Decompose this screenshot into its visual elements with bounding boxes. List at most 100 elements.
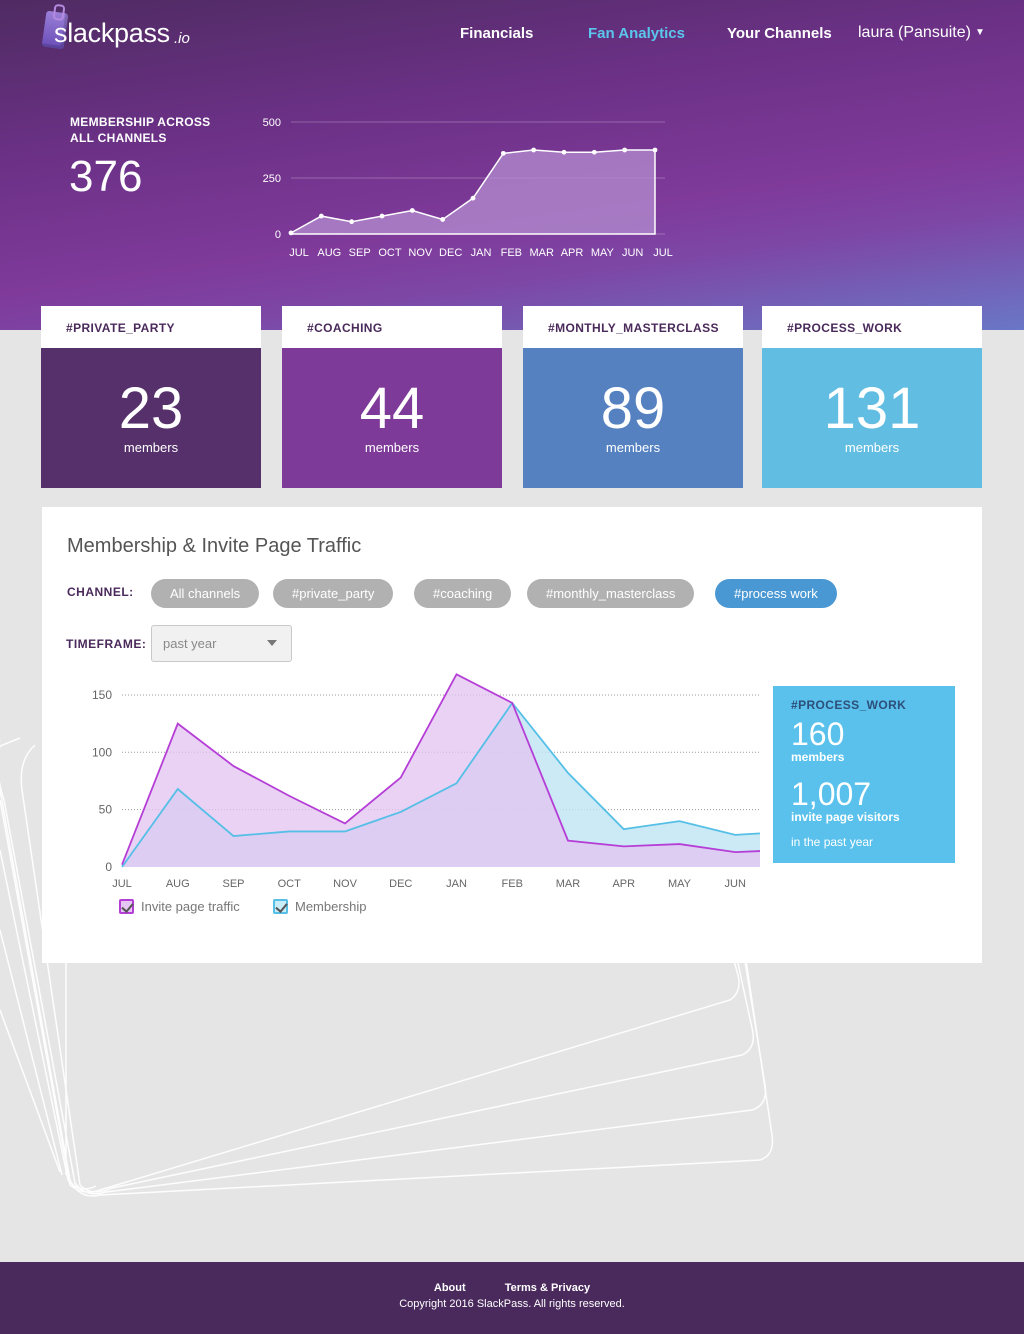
x-tick-label: SEP [349,247,371,259]
x-tick-label: JUN [622,247,643,259]
legend-membership[interactable]: Membership [273,899,367,914]
stats-visitors-count: 1,007 [791,776,872,812]
data-point [470,195,476,201]
channel-member-unit: members [364,440,420,455]
data-point [349,219,355,225]
legend-label: Invite page traffic [141,899,240,914]
y-tick-label: 150 [92,688,112,702]
channel-member-unit: members [123,440,179,455]
x-tick-label: JAN [446,878,467,890]
channel-card-body: 23 members [41,348,261,488]
data-point [379,213,385,219]
x-tick-label: MAY [591,247,615,259]
x-tick-label: APR [612,878,635,890]
data-point [652,147,658,153]
filter-private-party[interactable]: #private_party [273,579,394,608]
x-tick-label: APR [561,247,584,259]
footer: About Terms & Privacy Copyright 2016 Sla… [0,1262,1024,1334]
legend-label: Membership [295,899,367,914]
timeframe-filter-label: TIMEFRAME: [66,637,147,651]
checkbox-icon [119,899,134,914]
channel-card-monthly-masterclass[interactable]: #MONTHLY_MASTERCLASS 89 members [523,306,743,488]
y-tick-label: 500 [263,117,281,129]
x-tick-label: SEP [222,878,244,890]
channel-member-unit: members [844,440,900,455]
channel-member-count: 131 [823,376,921,441]
x-tick-label: DEC [389,878,412,890]
series-area [122,674,760,867]
panel-title: Membership & Invite Page Traffic [67,535,362,557]
traffic-chart: 0 50 100 150 JUL AUG SEP OCT NOV DEC JAN FEB MAR APR M… [92,673,760,890]
nav-financials[interactable]: Financials [460,25,534,42]
channel-member-unit: members [605,440,661,455]
checkbox-icon [273,899,288,914]
x-tick-label: JUL [112,878,132,890]
x-tick-label: FEB [501,247,522,259]
y-tick-label: 250 [263,173,281,185]
summary-label: MEMBERSHIP ACROSS ALL CHANNELS [70,115,211,145]
channel-stats-box: #PROCESS_WORK 160 members 1,007 invite p… [773,686,955,863]
filter-process-work[interactable]: #process work [715,579,837,608]
legend-invite-traffic[interactable]: Invite page traffic [119,899,240,914]
chevron-down-icon [267,640,277,646]
user-menu[interactable]: laura (Pansuite) ▼ [858,24,985,42]
x-tick-label: NOV [408,247,433,259]
channel-member-count: 89 [600,376,666,441]
x-tick-label: JUL [289,247,309,259]
series-area [122,702,760,867]
x-tick-label: DEC [439,247,462,259]
data-point [561,149,567,155]
nav-fan-analytics[interactable]: Fan Analytics [588,25,685,42]
x-tick-label: NOV [333,878,358,890]
data-point [288,230,294,236]
summary-value: 376 [69,152,143,201]
nav-your-channels[interactable]: Your Channels [727,25,832,42]
stats-members-count: 160 [791,716,845,752]
stats-visitors-label: invite page visitors [791,810,900,824]
y-tick-label: 0 [275,229,281,241]
x-tick-label: OCT [378,247,402,259]
y-tick-label: 0 [105,860,112,874]
channel-card-private-party[interactable]: #PRIVATE_PARTY 23 members [41,306,261,488]
traffic-panel: Membership & Invite Page Traffic CHANNEL… [42,507,982,963]
x-tick-label: MAR [529,247,554,259]
data-point [591,149,597,155]
data-point [440,217,446,222]
slackpass-logo[interactable]: slackpass .io [41,4,212,50]
channel-member-count: 44 [359,376,425,441]
timeframe-select[interactable]: past year [151,625,292,662]
chevron-down-icon: ▼ [974,27,985,38]
x-tick-label: AUG [166,878,190,890]
series-area [290,149,656,235]
channel-card-title: #MONTHLY_MASTERCLASS [548,321,719,335]
brand-tld: .io [174,30,190,47]
y-tick-label: 100 [92,745,112,759]
membership-overview-chart: 0 250 500 JUL AUG SEP OCT NOV DEC JAN FEB MAR APR MAY… [263,117,673,259]
channel-card-process-work[interactable]: #PROCESS_WORK 131 members [762,306,982,488]
stats-title: #PROCESS_WORK [791,698,907,712]
x-tick-label: JUL [653,247,673,259]
footer-link-terms[interactable]: Terms & Privacy [504,1282,591,1294]
data-point [409,208,415,213]
channel-card-title: #COACHING [307,321,383,335]
channel-card-body: 44 members [282,348,502,488]
series-line [121,701,760,868]
footer-copyright: Copyright 2016 SlackPass. All rights res… [399,1298,625,1310]
stats-members-label: members [791,750,845,764]
channel-card-title: #PROCESS_WORK [787,321,903,335]
filter-monthly-masterclass[interactable]: #monthly_masterclass [527,579,695,608]
filter-coaching[interactable]: #coaching [414,579,512,608]
series-line [121,673,760,866]
user-name: laura (Pansuite) [858,24,971,41]
x-tick-label: AUG [317,247,341,259]
x-tick-label: JAN [471,247,492,259]
channel-card-body: 89 members [523,348,743,488]
background-decoration [0,700,774,1197]
channel-member-count: 23 [118,376,184,441]
channel-card-coaching[interactable]: #COACHING 44 members [282,306,502,488]
filter-all-channels[interactable]: All channels [151,579,260,608]
footer-link-about[interactable]: About [433,1282,466,1294]
data-point [500,150,506,156]
hero-header: slackpass .io Financials Fan Analytics Y… [0,0,1024,330]
channel-filter-label: CHANNEL: [67,585,134,599]
